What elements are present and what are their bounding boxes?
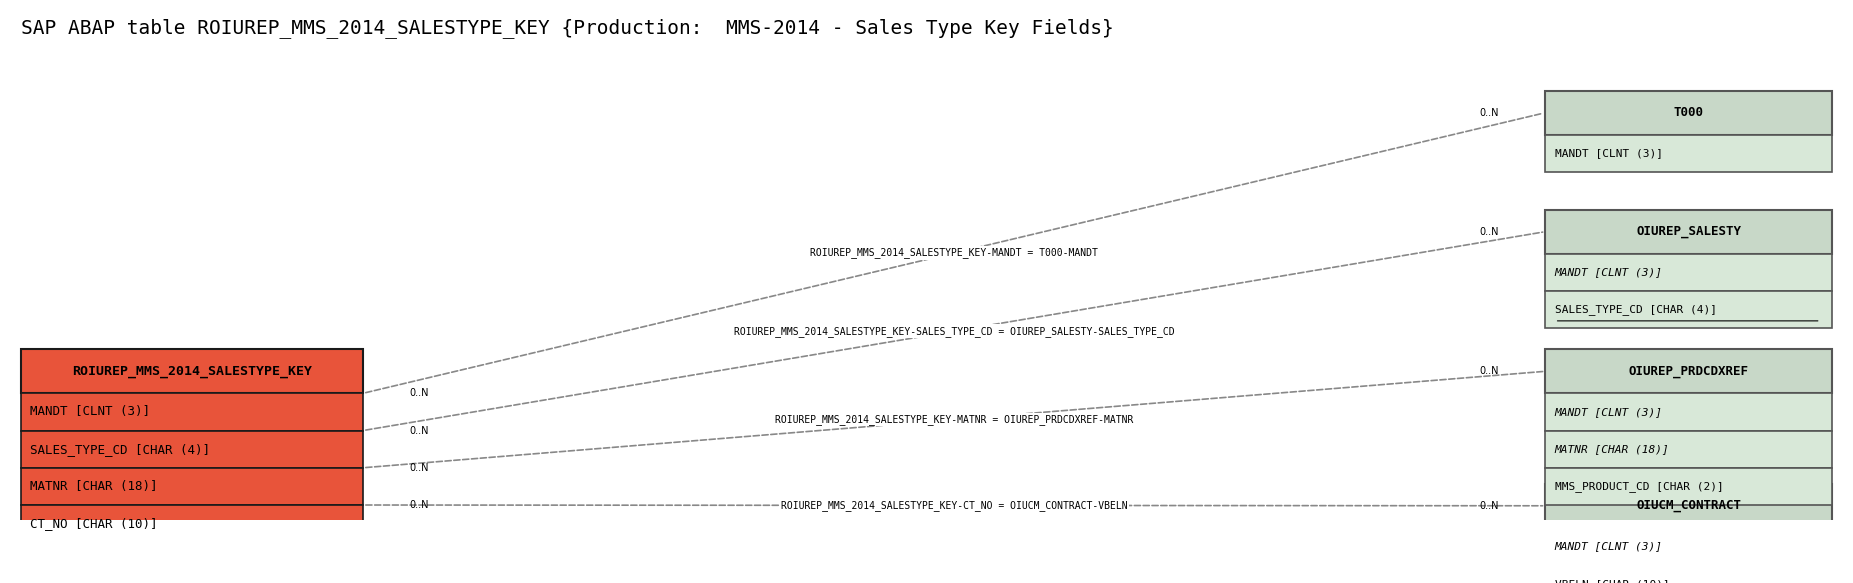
- Text: SAP ABAP table ROIUREP_MMS_2014_SALESTYPE_KEY {Production:  MMS-2014 - Sales Typ: SAP ABAP table ROIUREP_MMS_2014_SALESTYP…: [20, 18, 1114, 38]
- Text: 0..N: 0..N: [410, 500, 428, 510]
- Text: ROIUREP_MMS_2014_SALESTYPE_KEY-MANDT = T000-MANDT: ROIUREP_MMS_2014_SALESTYPE_KEY-MANDT = T…: [810, 248, 1099, 258]
- Text: 0..N: 0..N: [1481, 501, 1499, 511]
- FancyBboxPatch shape: [1545, 135, 1833, 172]
- Text: 0..N: 0..N: [1481, 108, 1499, 118]
- Text: OIUCM_CONTRACT: OIUCM_CONTRACT: [1636, 499, 1742, 512]
- Text: SALES_TYPE_CD [CHAR (4)]: SALES_TYPE_CD [CHAR (4)]: [1555, 304, 1716, 315]
- Text: MANDT [CLNT (3)]: MANDT [CLNT (3)]: [30, 405, 150, 419]
- FancyBboxPatch shape: [20, 394, 363, 430]
- FancyBboxPatch shape: [1545, 349, 1833, 394]
- Text: MANDT [CLNT (3)]: MANDT [CLNT (3)]: [1555, 267, 1662, 278]
- Text: 0..N: 0..N: [1481, 227, 1499, 237]
- Text: ROIUREP_MMS_2014_SALESTYPE_KEY-CT_NO = OIUCM_CONTRACT-VBELN: ROIUREP_MMS_2014_SALESTYPE_KEY-CT_NO = O…: [780, 500, 1127, 511]
- Text: OIUREP_SALESTY: OIUREP_SALESTY: [1636, 225, 1742, 238]
- FancyBboxPatch shape: [1545, 91, 1833, 135]
- FancyBboxPatch shape: [1545, 254, 1833, 291]
- Text: ROIUREP_MMS_2014_SALESTYPE_KEY: ROIUREP_MMS_2014_SALESTYPE_KEY: [72, 365, 311, 378]
- Text: SALES_TYPE_CD [CHAR (4)]: SALES_TYPE_CD [CHAR (4)]: [30, 442, 211, 456]
- Text: MMS_PRODUCT_CD [CHAR (2)]: MMS_PRODUCT_CD [CHAR (2)]: [1555, 481, 1723, 492]
- FancyBboxPatch shape: [20, 430, 363, 468]
- Text: ROIUREP_MMS_2014_SALESTYPE_KEY-SALES_TYPE_CD = OIUREP_SALESTY-SALES_TYPE_CD: ROIUREP_MMS_2014_SALESTYPE_KEY-SALES_TYP…: [734, 326, 1175, 336]
- Text: OIUREP_PRDCDXREF: OIUREP_PRDCDXREF: [1629, 365, 1749, 378]
- FancyBboxPatch shape: [1545, 468, 1833, 505]
- Text: ROIUREP_MMS_2014_SALESTYPE_KEY-MATNR = OIUREP_PRDCDXREF-MATNR: ROIUREP_MMS_2014_SALESTYPE_KEY-MATNR = O…: [775, 414, 1134, 425]
- Text: MATNR [CHAR (18)]: MATNR [CHAR (18)]: [1555, 444, 1670, 454]
- Text: MATNR [CHAR (18)]: MATNR [CHAR (18)]: [30, 480, 158, 493]
- Text: 0..N: 0..N: [410, 463, 428, 473]
- Text: MANDT [CLNT (3)]: MANDT [CLNT (3)]: [1555, 407, 1662, 417]
- FancyBboxPatch shape: [1545, 394, 1833, 430]
- FancyBboxPatch shape: [20, 349, 363, 394]
- FancyBboxPatch shape: [1545, 565, 1833, 583]
- FancyBboxPatch shape: [1545, 210, 1833, 254]
- FancyBboxPatch shape: [1545, 430, 1833, 468]
- Text: CT_NO [CHAR (10)]: CT_NO [CHAR (10)]: [30, 517, 158, 530]
- Text: 0..N: 0..N: [410, 426, 428, 436]
- Text: MANDT [CLNT (3)]: MANDT [CLNT (3)]: [1555, 542, 1662, 552]
- Text: MANDT [CLNT (3)]: MANDT [CLNT (3)]: [1555, 148, 1662, 159]
- Text: 0..N: 0..N: [1481, 366, 1499, 376]
- FancyBboxPatch shape: [20, 505, 363, 542]
- FancyBboxPatch shape: [20, 468, 363, 505]
- FancyBboxPatch shape: [1545, 291, 1833, 328]
- FancyBboxPatch shape: [1545, 484, 1833, 528]
- Text: 0..N: 0..N: [410, 388, 428, 398]
- Text: T000: T000: [1673, 106, 1703, 119]
- Text: VBELN [CHAR (10)]: VBELN [CHAR (10)]: [1555, 578, 1670, 583]
- FancyBboxPatch shape: [1545, 528, 1833, 565]
